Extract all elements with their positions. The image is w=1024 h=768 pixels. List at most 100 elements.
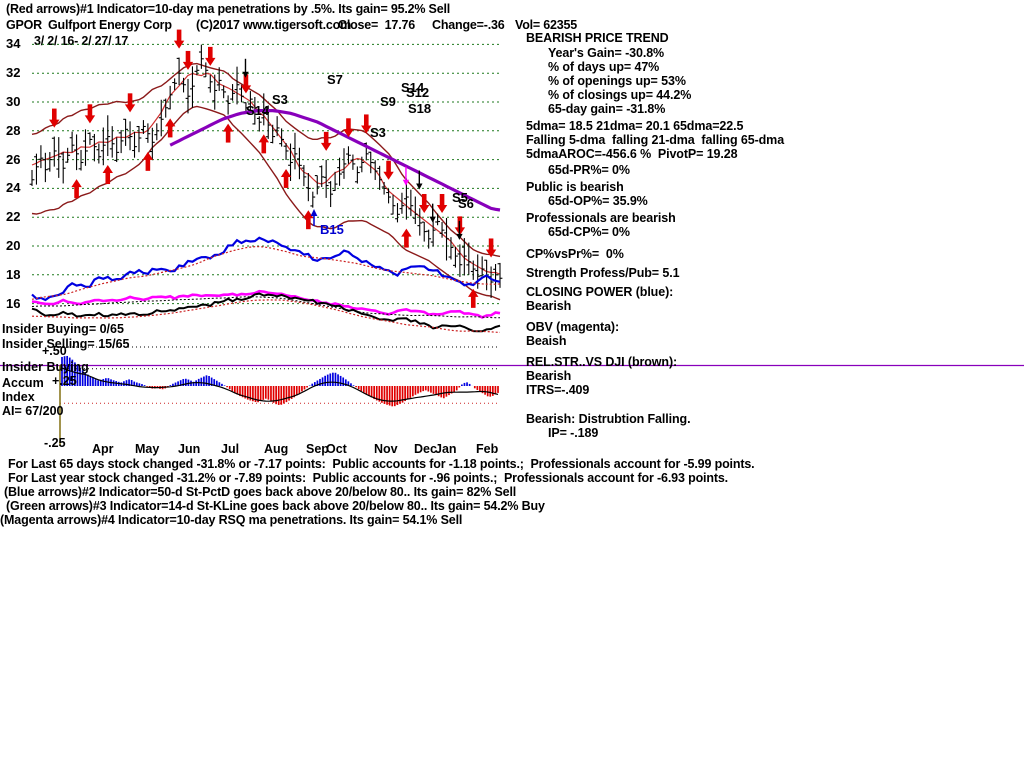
ma-trend: Falling 5-dma falling 21-dma falling 65-… bbox=[526, 133, 785, 147]
ohlc-bar bbox=[292, 132, 298, 170]
ohlc-bar bbox=[337, 157, 342, 186]
ohlc-bar bbox=[123, 118, 128, 146]
ohlc-bar bbox=[417, 208, 423, 236]
stat-65d-cp: 65d-CP%= 0% bbox=[548, 225, 630, 239]
footer-line-65day: For Last 65 days stock changed -31.8% or… bbox=[8, 457, 755, 471]
stat-65d-pr: 65d-PR%= 0% bbox=[548, 163, 630, 177]
closing-power-state: Bearish bbox=[526, 299, 572, 313]
ohlc-bar bbox=[105, 115, 111, 157]
ohlc-bar bbox=[69, 131, 75, 153]
ohlc-bar bbox=[475, 254, 481, 289]
ticker-symbol[interactable]: GPOR bbox=[6, 18, 43, 32]
price-change: Change=-.36 bbox=[432, 18, 505, 32]
obv-line bbox=[31, 289, 501, 319]
itrs-value: ITRS=-.409 bbox=[526, 383, 590, 397]
x-tick-jun: Jun bbox=[178, 442, 201, 456]
ohlc-bar bbox=[426, 229, 432, 249]
annotation-s3-1: S3 bbox=[272, 92, 288, 107]
ohlc-bar bbox=[399, 192, 405, 214]
ohlc-bar bbox=[65, 147, 71, 163]
accum-smoothed-line bbox=[61, 367, 499, 402]
ohlc-bar bbox=[470, 260, 476, 280]
x-tick-oct: Oct bbox=[326, 442, 347, 456]
obv-state: Beaish bbox=[526, 334, 567, 348]
stat-65d-op: 65d-OP%= 35.9% bbox=[548, 194, 648, 208]
ohlc-bar bbox=[78, 149, 84, 171]
indicator-1-headline: (Red arrows)#1 Indicator=10-day ma penet… bbox=[6, 2, 450, 16]
ohlc-bar bbox=[488, 266, 494, 298]
signal-arrow-up bbox=[102, 165, 113, 185]
signal-arrow-up bbox=[164, 118, 176, 138]
ohlc-bar bbox=[350, 154, 356, 170]
y-tick-28: 28 bbox=[6, 122, 21, 138]
x-tick-jul: Jul bbox=[221, 442, 240, 456]
ohlc-bar bbox=[479, 256, 485, 277]
stat-days-up: % of days up= 47% bbox=[548, 60, 660, 74]
ohlc-bar bbox=[60, 151, 66, 184]
ohlc-bar bbox=[34, 153, 39, 185]
signal-arrows bbox=[49, 29, 497, 308]
signal-arrow-up bbox=[142, 151, 154, 171]
ohlc-bar bbox=[310, 191, 316, 208]
lower-band-line bbox=[31, 105, 501, 301]
annotation-s7-2: S7 bbox=[327, 72, 343, 87]
y-tick-20: 20 bbox=[6, 238, 21, 253]
signal-arrow-up bbox=[280, 168, 292, 188]
ohlc-bar bbox=[212, 74, 218, 110]
signal-arrow-up bbox=[303, 210, 314, 230]
obv-title: OBV (magenta): bbox=[526, 320, 620, 334]
signal-arrow-dn bbox=[383, 160, 394, 180]
ohlc-bar bbox=[377, 165, 383, 190]
ohlc-bar bbox=[176, 57, 182, 86]
footer-indicator-4: (Magenta arrows)#4 Indicator=10-day RSQ … bbox=[0, 513, 463, 527]
signal-arrow-dn bbox=[182, 50, 194, 70]
accum-tick-minus25: -.25 bbox=[44, 436, 66, 450]
ohlc-bar bbox=[484, 259, 490, 291]
annotation-s18-6: S18 bbox=[408, 101, 432, 116]
ohlc-bar bbox=[172, 78, 178, 91]
annotation-s3-7: S3 bbox=[370, 125, 386, 140]
y-tick-22: 22 bbox=[6, 209, 21, 225]
ohlc-bar bbox=[56, 137, 62, 178]
ohlc-bar bbox=[42, 152, 48, 183]
x-tick-feb: Feb bbox=[476, 442, 499, 456]
ohlc-bar bbox=[381, 181, 387, 195]
secondary-arrow bbox=[402, 166, 410, 186]
ohlc-bar bbox=[145, 123, 151, 143]
ohlc-bar bbox=[283, 143, 289, 160]
x-tick-apr: Apr bbox=[92, 442, 114, 456]
stat-openings-up: % of openings up= 53% bbox=[548, 74, 686, 88]
x-tick-may: May bbox=[135, 442, 160, 456]
ohlc-bar bbox=[203, 62, 209, 78]
annotation-s6-9: S6 bbox=[458, 196, 474, 211]
ohlc-bar bbox=[435, 213, 440, 226]
ohlc-bar bbox=[163, 98, 169, 118]
secondary-arrow bbox=[429, 203, 436, 223]
ohlc-bar bbox=[74, 134, 79, 171]
ohlc-bar bbox=[341, 148, 347, 179]
ohlc-bar bbox=[412, 196, 418, 224]
stat-years-gain: Year's Gain= -30.8% bbox=[548, 46, 665, 60]
ohlc-bar bbox=[457, 244, 463, 277]
ohlc-bar bbox=[234, 66, 240, 105]
copyright-notice: (C)2017 www.tigersoft.com bbox=[196, 18, 351, 32]
annotation-s12-4: S12 bbox=[406, 85, 430, 100]
ohlc-bar bbox=[167, 85, 173, 110]
ohlc-bar bbox=[395, 203, 400, 223]
ohlc-bar bbox=[149, 127, 155, 161]
ohlc-bar bbox=[354, 166, 360, 184]
buy-arrow-blue bbox=[310, 209, 318, 226]
signal-arrow-dn bbox=[320, 131, 332, 151]
ohlc-bar bbox=[109, 126, 115, 158]
moving-average-65d bbox=[169, 109, 501, 212]
signal-arrow-dn bbox=[240, 74, 252, 94]
x-tick-sep: Sep bbox=[306, 442, 329, 456]
secondary-arrow bbox=[416, 170, 423, 190]
ohlc-bar bbox=[408, 189, 414, 217]
insider-buying-count: Insider Buying= 0/65 bbox=[2, 322, 124, 336]
ohlc-bar bbox=[29, 169, 35, 186]
signal-arrow-up bbox=[401, 228, 412, 248]
ohlc-bar bbox=[421, 221, 427, 242]
ohlc-bar bbox=[230, 84, 235, 101]
ohlc-bar bbox=[141, 120, 146, 134]
